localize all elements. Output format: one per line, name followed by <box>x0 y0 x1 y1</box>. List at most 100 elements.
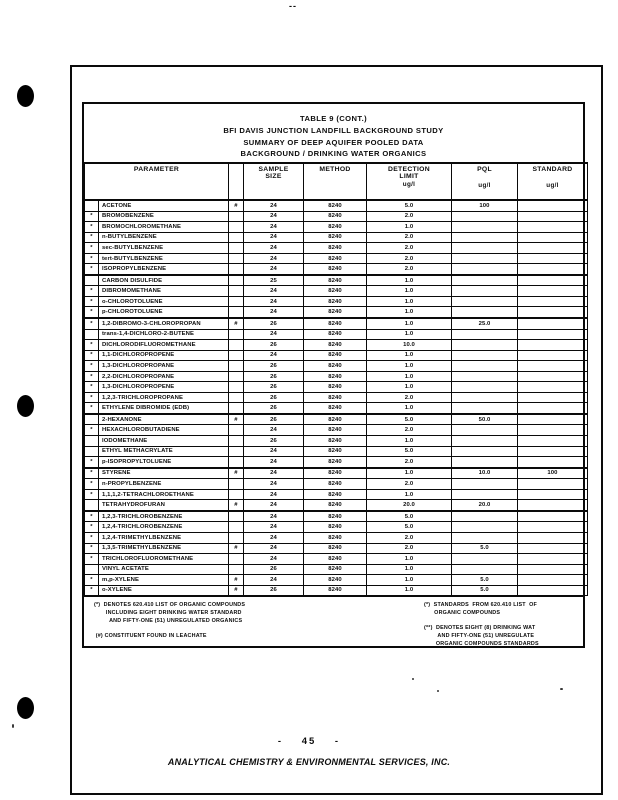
sample-size-cell: 24 <box>243 542 304 555</box>
detection-limit-cell: 10.0 <box>366 339 452 351</box>
parameter-cell: IODOMETHANE <box>98 435 229 447</box>
method-cell: 8240 <box>303 574 367 586</box>
detection-limit-cell: 1.0 <box>366 488 452 501</box>
standard-cell <box>517 285 588 297</box>
parameter-cell: 1,2-DIBROMO-3-CHLOROPROPAN <box>98 317 229 330</box>
method-cell: 8240 <box>303 412 367 426</box>
method-cell: 8240 <box>303 424 367 437</box>
table-row: * tert-BUTYLBENZENE 24 8240 2.0 <box>84 252 588 265</box>
leachate-marker-cell <box>228 531 244 544</box>
unit-label: ug/l <box>546 182 559 189</box>
star-marker-cell <box>84 499 99 512</box>
leachate-marker-cell <box>228 339 244 351</box>
detection-limit-cell: 5.0 <box>366 412 452 426</box>
leachate-marker-cell <box>228 306 244 319</box>
pql-cell: 5.0 <box>451 574 518 586</box>
detection-limit-cell: 2.0 <box>366 478 452 490</box>
table-row: 2-HEXANONE #26 8240 5.0 50.0 <box>84 412 588 426</box>
method-cell: 8240 <box>303 370 367 383</box>
page-border <box>70 65 603 795</box>
leachate-marker-cell <box>228 273 244 287</box>
parameter-cell: n-BUTYLBENZENE <box>98 231 229 244</box>
table-row: CARBON DISULFIDE 25 8240 1.0 <box>84 273 588 287</box>
footnote-left: (*) DENOTES 620.410 LIST OF ORGANIC COMP… <box>94 602 246 640</box>
detection-limit-cell: 2.0 <box>366 252 452 265</box>
parameter-cell: CARBON DISULFIDE <box>98 273 229 287</box>
standard-cell <box>517 391 588 404</box>
pql-cell <box>451 231 518 244</box>
star-marker-cell: * <box>84 339 99 351</box>
detection-limit-cell: 1.0 <box>366 402 452 415</box>
standard-cell <box>517 531 588 544</box>
leachate-marker-cell <box>228 553 244 565</box>
table-row: * TRICHLOROFLUOROMETHANE 24 8240 1.0 <box>84 553 588 565</box>
pql-cell <box>451 531 518 544</box>
table-row: * DIBROMOMETHANE 24 8240 1.0 <box>84 285 588 297</box>
method-cell: 8240 <box>303 199 367 212</box>
pql-cell <box>451 210 518 223</box>
leachate-marker-cell <box>228 381 244 393</box>
header-row: PARAMETER SAMPLE SIZE METHOD DETECTION L… <box>84 162 588 201</box>
standard-cell <box>517 349 588 362</box>
detection-limit-cell: 2.0 <box>366 391 452 404</box>
sample-size-cell: 26 <box>243 402 304 415</box>
parameter-cell: 2,2-DICHLOROPROPANE <box>98 370 229 383</box>
method-cell: 8240 <box>303 273 367 287</box>
table-row: * BROMOCHLOROMETHANE 24 8240 1.0 <box>84 221 588 233</box>
parameter-cell: m,p-XYLENE <box>98 574 229 586</box>
sample-size-cell: 24 <box>243 285 304 297</box>
detection-limit-cell: 1.0 <box>366 370 452 383</box>
method-cell: 8240 <box>303 509 367 523</box>
col-header-standard: STANDARD ug/l <box>517 162 588 201</box>
method-cell: 8240 <box>303 242 367 254</box>
sample-size-cell: 24 <box>243 221 304 233</box>
detection-limit-cell: 2.0 <box>366 242 452 254</box>
table-row: * 1,1-DICHLOROPROPENE 24 8240 1.0 <box>84 349 588 362</box>
leachate-marker-cell <box>228 210 244 223</box>
scan-speck <box>12 724 14 728</box>
table-row: TETRAHYDROFURAN #24 8240 20.0 20.0 <box>84 499 588 512</box>
table-row: * m,p-XYLENE #24 8240 1.0 5.0 <box>84 574 588 586</box>
standard-cell <box>517 273 588 287</box>
table-row: * 2,2-DICHLOROPROPANE 26 8240 1.0 <box>84 370 588 383</box>
parameter-cell: n-PROPYLBENZENE <box>98 478 229 490</box>
standard-cell <box>517 521 588 533</box>
method-cell: 8240 <box>303 221 367 233</box>
parameter-cell: TETRAHYDROFURAN <box>98 499 229 512</box>
pql-cell: 100 <box>451 199 518 212</box>
sample-size-cell: 24 <box>243 328 304 341</box>
star-marker-cell <box>84 412 99 426</box>
sample-size-cell: 26 <box>243 381 304 393</box>
title-line-3: SUMMARY OF DEEP AQUIFER POOLED DATA <box>243 137 424 147</box>
detection-limit-cell: 2.0 <box>366 424 452 437</box>
parameter-cell: 1,1,1,2-TETRACHLOROETHANE <box>98 488 229 501</box>
standard-cell <box>517 339 588 351</box>
leachate-marker-cell <box>228 295 244 308</box>
sample-size-cell: 26 <box>243 391 304 404</box>
parameter-cell: 1,2,3-TRICHLOROPROPANE <box>98 391 229 404</box>
star-marker-cell: * <box>84 478 99 490</box>
method-cell: 8240 <box>303 252 367 265</box>
parameter-cell: DIBROMOMETHANE <box>98 285 229 297</box>
leachate-marker-cell <box>228 328 244 341</box>
parameter-cell: ACETONE <box>98 199 229 212</box>
pql-cell: 20.0 <box>451 499 518 512</box>
scan-speck <box>437 690 439 692</box>
standard-cell <box>517 499 588 512</box>
table-row: * HEXACHLOROBUTADIENE 24 8240 2.0 <box>84 424 588 437</box>
parameter-cell: p-ISOPROPYLTOLUENE <box>98 456 229 469</box>
footnote-area: (*) DENOTES 620.410 LIST OF ORGANIC COMP… <box>84 595 583 647</box>
parameter-cell: STYRENE <box>98 466 229 480</box>
sample-size-cell: 26 <box>243 339 304 351</box>
unit-label: ug/l <box>478 182 491 189</box>
pql-cell <box>451 349 518 362</box>
method-cell: 8240 <box>303 339 367 351</box>
method-cell: 8240 <box>303 391 367 404</box>
standard-cell <box>517 360 588 372</box>
leachate-marker-cell <box>228 252 244 265</box>
leachate-marker-cell <box>228 391 244 404</box>
pql-cell <box>451 252 518 265</box>
table-row: trans-1,4-DICHLORO-2-BUTENE 24 8240 1.0 <box>84 328 588 341</box>
leachate-marker-cell <box>228 285 244 297</box>
star-marker-cell: * <box>84 242 99 254</box>
